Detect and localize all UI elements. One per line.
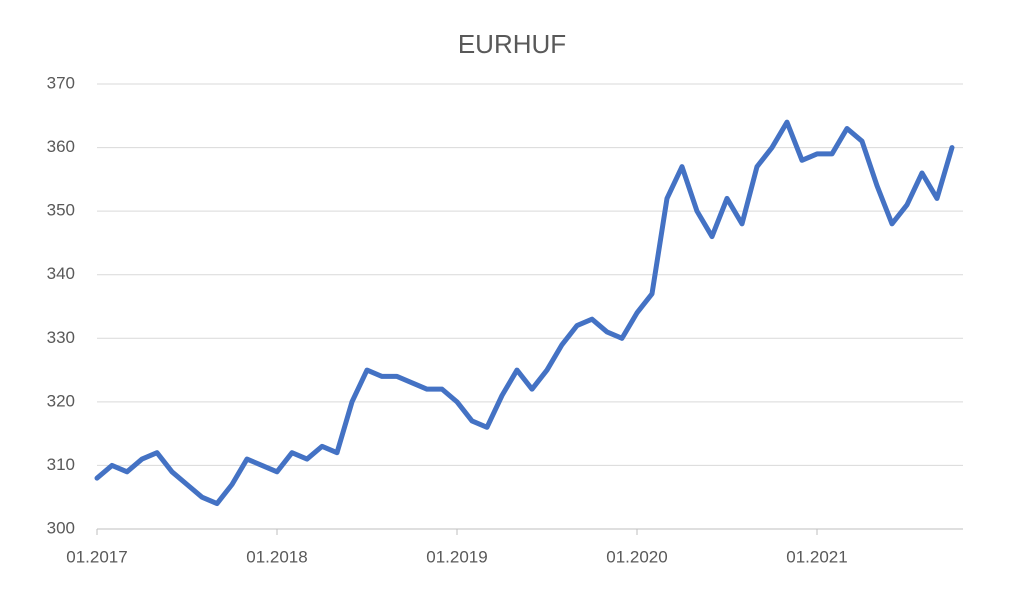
y-tick-label: 370 <box>47 73 75 92</box>
chart-title: EURHUF <box>458 29 566 59</box>
y-tick-label: 320 <box>47 391 75 410</box>
x-tick-label: 01.2021 <box>786 547 847 566</box>
y-tick-label: 340 <box>47 264 75 283</box>
x-tick-label: 01.2019 <box>426 547 487 566</box>
x-tick-label: 01.2017 <box>66 547 127 566</box>
y-tick-label: 330 <box>47 328 75 347</box>
y-tick-label: 310 <box>47 455 75 474</box>
data-line <box>94 119 955 507</box>
y-tick-label: 300 <box>47 518 75 537</box>
y-tick-label: 350 <box>47 201 75 220</box>
x-tick-label: 01.2018 <box>246 547 307 566</box>
y-tick-label: 360 <box>47 137 75 156</box>
x-tick-label: 01.2020 <box>606 547 667 566</box>
